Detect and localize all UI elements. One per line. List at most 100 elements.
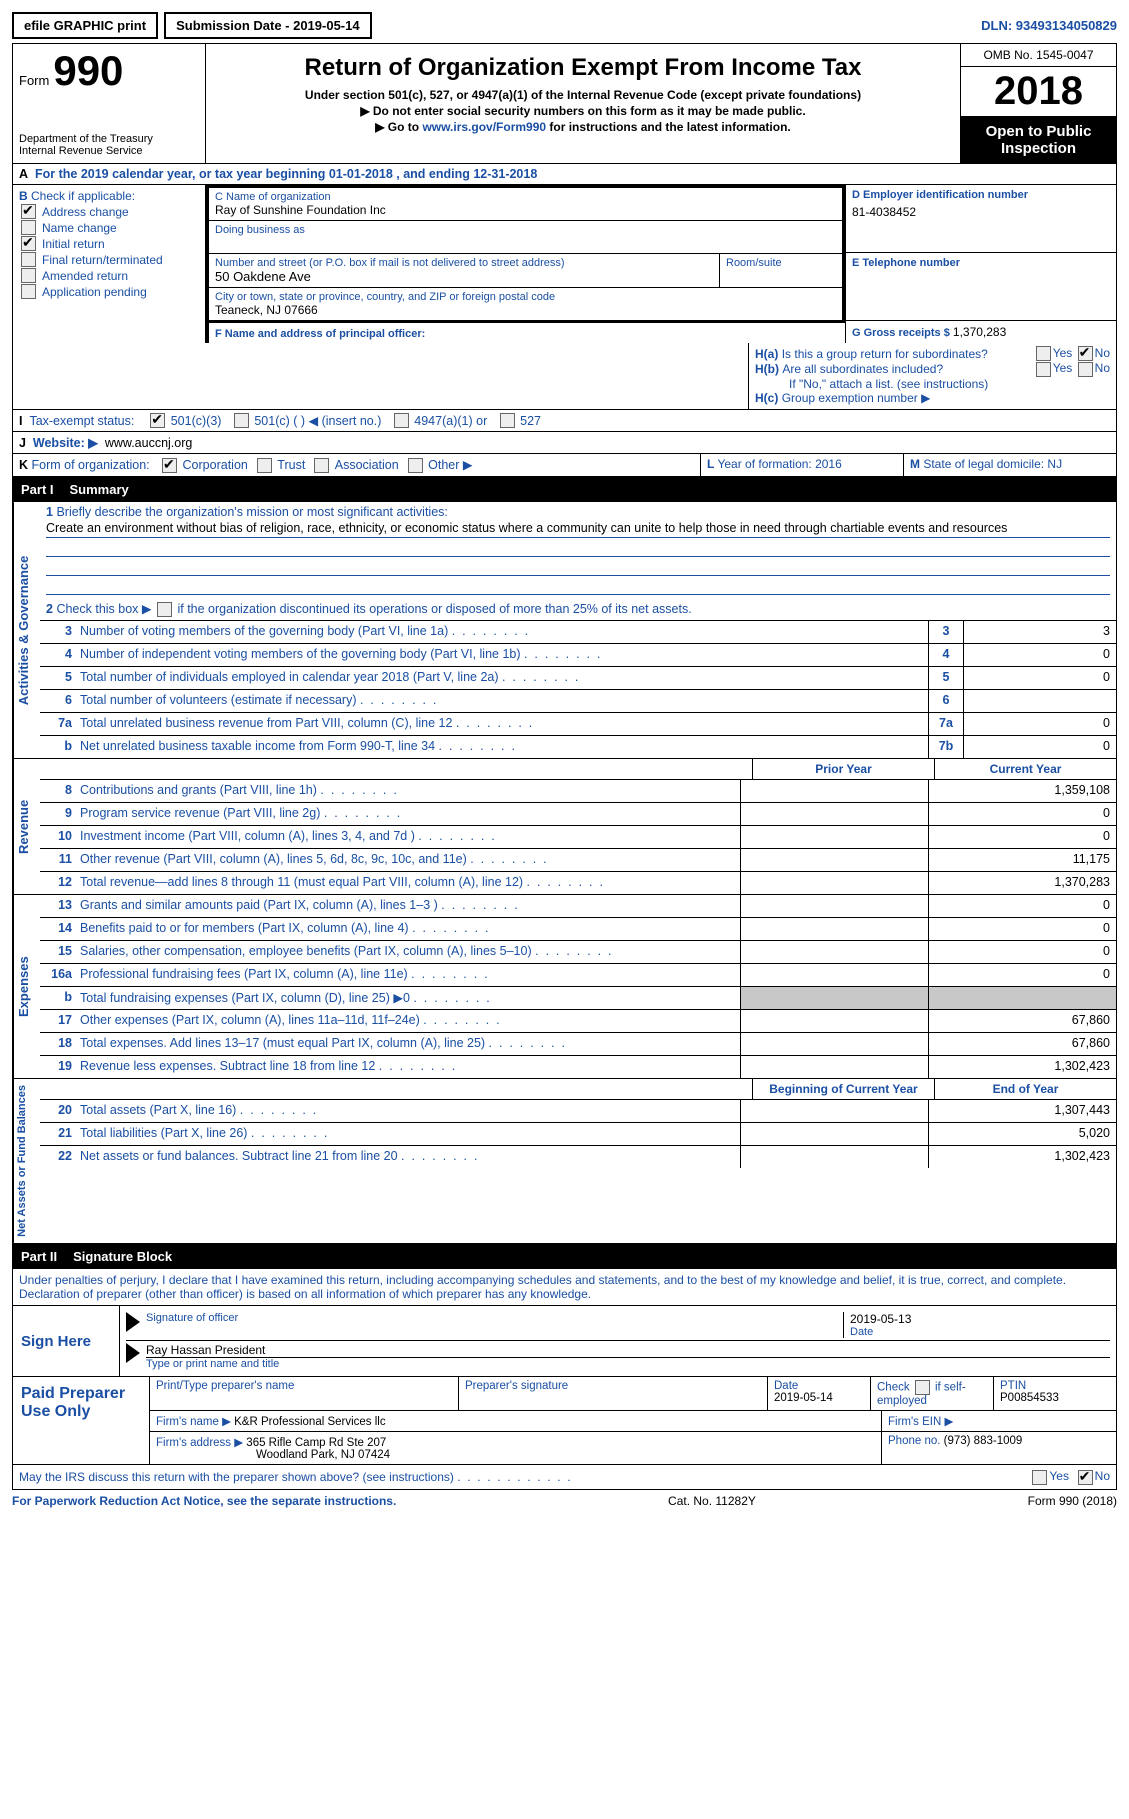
table-row: 11Other revenue (Part VIII, column (A), … xyxy=(40,849,1116,872)
form-header: Form 990 Department of the Treasury Inte… xyxy=(12,43,1117,164)
mission-text: Create an environment without bias of re… xyxy=(46,521,1110,538)
submission-date: Submission Date - 2019-05-14 xyxy=(164,12,372,39)
discontinued-checkbox[interactable] xyxy=(157,602,172,617)
trust-checkbox[interactable] xyxy=(257,458,272,473)
vtab-netassets: Net Assets or Fund Balances xyxy=(13,1079,40,1243)
firm-ein-label: Firm's EIN ▶ xyxy=(882,1411,1116,1431)
activities-governance: Activities & Governance 1 Briefly descri… xyxy=(12,502,1117,759)
form-title: Return of Organization Exempt From Incom… xyxy=(218,54,948,82)
table-row: 15Salaries, other compensation, employee… xyxy=(40,941,1116,964)
street-address: 50 Oakdene Ave xyxy=(215,269,713,284)
net-assets-section: Net Assets or Fund Balances Beginning of… xyxy=(12,1079,1117,1244)
beginning-year-header: Beginning of Current Year xyxy=(752,1079,934,1099)
department-label: Department of the Treasury Internal Reve… xyxy=(19,133,199,157)
row-j-website: J Website: ▶ www.auccnj.org xyxy=(12,432,1117,454)
vtab-revenue: Revenue xyxy=(13,759,40,894)
4947-checkbox[interactable] xyxy=(394,413,409,428)
ptin-value: P00854533 xyxy=(1000,1392,1059,1404)
subordinates-label: Are all subordinates included? xyxy=(782,362,943,376)
part-ii-header: Part II Signature Block xyxy=(12,1244,1117,1269)
firm-address-2: Woodland Park, NJ 07424 xyxy=(156,1449,390,1461)
row-i-tax-exempt: I Tax-exempt status: 501(c)(3) 501(c) ( … xyxy=(12,410,1117,432)
end-year-header: End of Year xyxy=(934,1079,1116,1099)
ha-no-checkbox[interactable] xyxy=(1078,346,1093,361)
perjury-statement: Under penalties of perjury, I declare th… xyxy=(13,1269,1116,1305)
hb-yes-checkbox[interactable] xyxy=(1036,362,1051,377)
table-row: 21Total liabilities (Part X, line 26)5,0… xyxy=(40,1123,1116,1146)
firm-address-1: 365 Rifle Camp Rd Ste 207 xyxy=(246,1437,386,1449)
table-row: 9Program service revenue (Part VIII, lin… xyxy=(40,803,1116,826)
ein-value: 81-4038452 xyxy=(852,205,1110,219)
preparer-date: 2019-05-14 xyxy=(774,1392,833,1404)
table-row: 14Benefits paid to or for members (Part … xyxy=(40,918,1116,941)
group-return-label: Is this a group return for subordinates? xyxy=(782,347,988,361)
table-row: 13Grants and similar amounts paid (Part … xyxy=(40,895,1116,918)
row-a: A For the 2019 calendar year, or tax yea… xyxy=(12,164,1117,185)
527-checkbox[interactable] xyxy=(500,413,515,428)
mission-label: Briefly describe the organization's miss… xyxy=(56,505,447,519)
table-row: 7aTotal unrelated business revenue from … xyxy=(40,713,1116,736)
final-return-checkbox[interactable] xyxy=(21,252,36,267)
firm-phone: (973) 883-1009 xyxy=(944,1435,1023,1447)
sign-here-label: Sign Here xyxy=(13,1306,120,1376)
discuss-label: May the IRS discuss this return with the… xyxy=(19,1470,454,1484)
open-to-public: Open to Public Inspection xyxy=(961,117,1116,163)
name-change-checkbox[interactable] xyxy=(21,220,36,235)
dln-value: DLN: 93493134050829 xyxy=(981,18,1117,33)
vtab-expenses: Expenses xyxy=(13,895,40,1078)
initial-return-checkbox[interactable] xyxy=(21,236,36,251)
row-m: M State of legal domicile: NJ xyxy=(904,454,1116,476)
subtitle-3: ▶ Go to www.irs.gov/Form990 for instruct… xyxy=(218,120,948,134)
table-row: 8Contributions and grants (Part VIII, li… xyxy=(40,780,1116,803)
form-number: Form 990 xyxy=(19,50,199,92)
room-suite-label: Room/suite xyxy=(720,254,842,287)
officer-name: Ray Hassan President xyxy=(146,1343,1110,1358)
discuss-no-checkbox[interactable] xyxy=(1078,1470,1093,1485)
table-row: bNet unrelated business taxable income f… xyxy=(40,736,1116,758)
table-row: 17Other expenses (Part IX, column (A), l… xyxy=(40,1010,1116,1033)
firm-name: K&R Professional Services llc xyxy=(234,1416,385,1428)
gross-receipts: 1,370,283 xyxy=(953,325,1006,339)
discuss-yes-checkbox[interactable] xyxy=(1032,1470,1047,1485)
amended-return-checkbox[interactable] xyxy=(21,268,36,283)
other-checkbox[interactable] xyxy=(408,458,423,473)
table-row: 3Number of voting members of the governi… xyxy=(40,621,1116,644)
efile-button[interactable]: efile GRAPHIC print xyxy=(12,12,158,39)
website-value: www.auccnj.org xyxy=(105,436,193,450)
attach-list-note: If "No," attach a list. (see instruction… xyxy=(755,377,1110,391)
col-c: C Name of organization Ray of Sunshine F… xyxy=(206,185,845,343)
table-row: 16aProfessional fundraising fees (Part I… xyxy=(40,964,1116,987)
ha-yes-checkbox[interactable] xyxy=(1036,346,1051,361)
arrow-icon xyxy=(126,1343,140,1363)
association-checkbox[interactable] xyxy=(314,458,329,473)
entity-block: B Check if applicable: Address change Na… xyxy=(12,185,1117,343)
top-bar: efile GRAPHIC print Submission Date - 20… xyxy=(12,12,1117,39)
tax-year: 2018 xyxy=(961,67,1116,117)
self-employed-checkbox[interactable] xyxy=(915,1380,930,1395)
table-row: 19Revenue less expenses. Subtract line 1… xyxy=(40,1056,1116,1078)
signature-block: Under penalties of perjury, I declare th… xyxy=(12,1269,1117,1489)
table-row: 10Investment income (Part VIII, column (… xyxy=(40,826,1116,849)
table-row: bTotal fundraising expenses (Part IX, co… xyxy=(40,987,1116,1010)
501c3-checkbox[interactable] xyxy=(150,413,165,428)
hb-no-checkbox[interactable] xyxy=(1078,362,1093,377)
current-year-header: Current Year xyxy=(934,759,1116,779)
city-state-zip: Teaneck, NJ 07666 xyxy=(215,303,836,317)
table-row: 5Total number of individuals employed in… xyxy=(40,667,1116,690)
table-row: 4Number of independent voting members of… xyxy=(40,644,1116,667)
row-l: L Year of formation: 2016 xyxy=(701,454,904,476)
501c-checkbox[interactable] xyxy=(234,413,249,428)
arrow-icon xyxy=(126,1312,140,1332)
col-b-checkboxes: B Check if applicable: Address change Na… xyxy=(13,185,206,343)
preparer-name-label: Print/Type preparer's name xyxy=(150,1377,459,1410)
revenue-section: Revenue Prior Year Current Year 8Contrib… xyxy=(12,759,1117,895)
application-pending-checkbox[interactable] xyxy=(21,284,36,299)
table-row: 18Total expenses. Add lines 13–17 (must … xyxy=(40,1033,1116,1056)
vtab-governance: Activities & Governance xyxy=(13,502,40,758)
table-row: 20Total assets (Part X, line 16)1,307,44… xyxy=(40,1100,1116,1123)
col-d: D Employer identification number 81-4038… xyxy=(845,185,1116,343)
address-change-checkbox[interactable] xyxy=(21,204,36,219)
corporation-checkbox[interactable] xyxy=(162,458,177,473)
subtitle-1: Under section 501(c), 527, or 4947(a)(1)… xyxy=(218,88,948,102)
irs-link[interactable]: www.irs.gov/Form990 xyxy=(422,120,546,134)
